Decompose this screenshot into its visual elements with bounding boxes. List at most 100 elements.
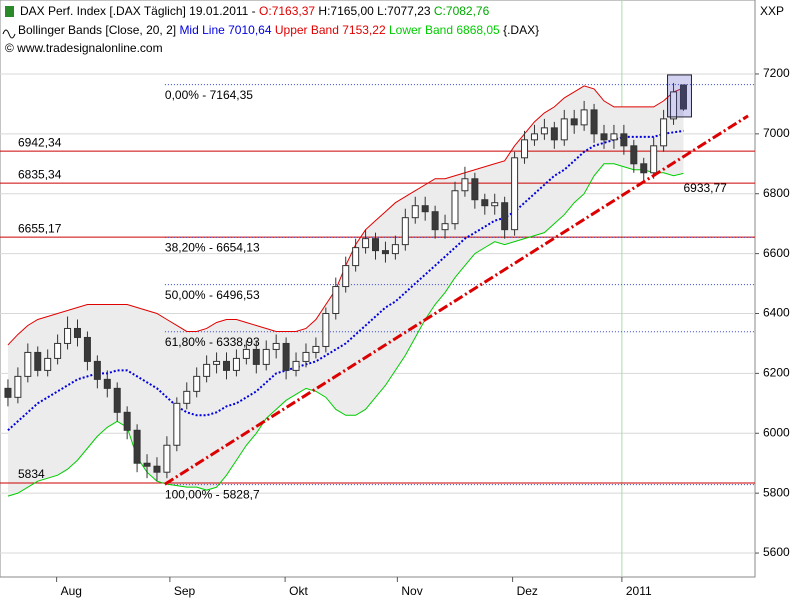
- level-label: 6835,34: [18, 167, 62, 181]
- indicator-icon: [2, 29, 16, 39]
- candle-body: [610, 133, 618, 141]
- indicator-symbol: {.DAX}: [503, 23, 539, 37]
- x-tick-label: Nov: [401, 584, 422, 598]
- candle-body: [24, 351, 32, 377]
- candle-body: [83, 336, 91, 362]
- x-tick-label: Okt: [289, 584, 308, 598]
- candle-body: [511, 157, 519, 231]
- candle-body: [133, 429, 141, 464]
- candle-body: [163, 444, 171, 473]
- candle-body: [54, 342, 62, 359]
- candle-body: [4, 387, 12, 398]
- candle-body: [491, 202, 499, 207]
- legend-lower: Lower Band 6868,05: [389, 23, 500, 37]
- candle-body: [630, 145, 638, 165]
- header-high: H:7165,00: [318, 4, 374, 18]
- x-tick-label: 2011: [626, 584, 652, 598]
- candle-body: [322, 313, 330, 347]
- candle-body: [173, 402, 181, 446]
- y-tick-label: 5800: [763, 485, 790, 499]
- candle-body: [252, 348, 260, 365]
- candle-body: [73, 327, 81, 338]
- selection-box: [667, 74, 692, 118]
- level-label: 5834: [18, 467, 45, 481]
- candle-body: [143, 462, 151, 467]
- candle-body: [521, 139, 529, 159]
- candle-body: [372, 238, 380, 252]
- y-tick-label: 6000: [763, 425, 790, 439]
- header-line: DAX Perf. Index [.DAX Täglich] 19.01.201…: [20, 4, 490, 18]
- candle-body: [183, 390, 191, 404]
- trend-label: 6933,77: [683, 181, 727, 195]
- fib-label: 38,20% - 6654,13: [165, 241, 260, 255]
- candle-body: [213, 360, 221, 365]
- candle-body: [113, 387, 121, 413]
- candle-body: [44, 357, 52, 371]
- header-title: DAX Perf. Index [.DAX Täglich] 19.01.201…: [20, 4, 256, 18]
- candle-body: [431, 211, 439, 231]
- y-tick-label: 7200: [763, 66, 790, 80]
- candle-body: [203, 363, 211, 377]
- candle-body: [660, 118, 668, 147]
- candle-body: [530, 133, 538, 141]
- fib-label: 0,00% - 7164,35: [165, 88, 253, 102]
- band-line: [7, 163, 684, 497]
- y-tick-label: 7000: [763, 126, 790, 140]
- candle-body: [560, 118, 568, 141]
- legend-line: Bollinger Bands [Close, 20, 2] Mid Line …: [18, 23, 539, 37]
- candle-body: [670, 91, 678, 120]
- header-low: L:7077,23: [377, 4, 431, 18]
- y-tick-label: 5600: [763, 545, 790, 559]
- level-label: 6655,17: [18, 221, 62, 235]
- candle-body: [362, 238, 370, 249]
- candle-body: [580, 109, 588, 126]
- y-tick-label: 6600: [763, 246, 790, 260]
- candle-body: [441, 223, 449, 231]
- candle-body: [64, 327, 72, 344]
- credit: © www.tradesignalonline.com: [5, 41, 163, 55]
- candle-body: [481, 199, 489, 207]
- candle-body: [590, 109, 598, 135]
- y-tick-label: 6200: [763, 366, 790, 380]
- candle-body: [600, 133, 608, 141]
- fib-label: 50,00% - 6496,53: [165, 288, 260, 302]
- header-close: C:7082,76: [434, 4, 490, 18]
- candle-body: [312, 345, 320, 353]
- candle-body: [332, 286, 340, 315]
- candle-body: [232, 357, 240, 371]
- candle-body: [282, 342, 290, 371]
- candle-body: [401, 217, 409, 246]
- candle-body: [679, 84, 687, 110]
- candle-body: [262, 348, 270, 365]
- trend-line: [164, 114, 749, 486]
- axis-title: XXP: [760, 4, 784, 18]
- candle-body: [352, 247, 360, 267]
- candle-body: [421, 205, 429, 213]
- candle-body: [381, 250, 389, 255]
- x-tick-label: Dez: [517, 584, 538, 598]
- candle-body: [292, 360, 300, 371]
- x-tick-label: Sep: [174, 584, 196, 598]
- candle-body: [411, 205, 419, 219]
- y-tick-label: 6400: [763, 306, 790, 320]
- candle-body: [461, 178, 469, 192]
- band-line: [7, 129, 684, 432]
- fib-label: 61,80% - 6338,93: [165, 335, 260, 349]
- candle-body: [451, 190, 459, 225]
- candle-body: [540, 127, 548, 135]
- candle-body: [620, 133, 628, 147]
- candle-body: [153, 465, 161, 473]
- candle-body: [123, 411, 131, 431]
- candle-body: [93, 360, 101, 380]
- candle-body: [650, 145, 658, 174]
- y-tick-label: 6800: [763, 186, 790, 200]
- candle-body: [103, 378, 111, 389]
- candle-body: [272, 342, 280, 350]
- candle-body: [193, 375, 201, 392]
- candle-body: [501, 202, 509, 231]
- plot-layer: 6942,34 6835,34 6655,17 5834 0,00% - 7164,35…: [0, 0, 755, 577]
- candle-body: [342, 265, 350, 288]
- indicator-name: Bollinger Bands [Close, 20, 2]: [18, 23, 176, 37]
- fib-label: 100,00% - 5828,7: [165, 488, 260, 502]
